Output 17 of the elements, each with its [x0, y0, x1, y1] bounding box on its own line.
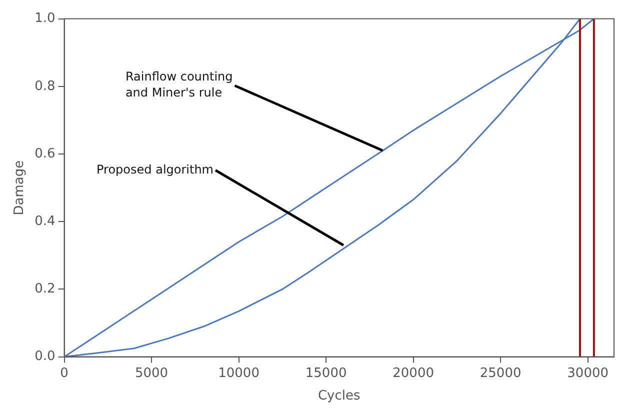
x-tick-label: 30000	[567, 366, 608, 381]
y-tick-label: 0.4	[34, 214, 56, 229]
y-tick-label: 0.2	[34, 282, 56, 297]
x-axis-title: Cycles	[318, 388, 361, 404]
y-tick-label: 0.0	[34, 349, 56, 364]
y-tick-label: 0.6	[34, 146, 56, 162]
annotation: Proposed algorithm	[96, 162, 214, 176]
x-tick-label: 20000	[392, 366, 434, 381]
x-tick-label: 5000	[134, 366, 168, 381]
y-axis-title: Damage	[12, 160, 28, 216]
x-tick-label: 10000	[218, 366, 260, 381]
annotation: Rainflow counting and Miner's rule	[125, 70, 233, 100]
x-tick-label: 15000	[305, 366, 347, 381]
x-tick-label: 25000	[480, 366, 522, 381]
y-tick-label: 0.8	[34, 78, 56, 94]
x-tick-label: 0	[60, 366, 68, 381]
y-tick-label: 1.0	[34, 11, 56, 26]
